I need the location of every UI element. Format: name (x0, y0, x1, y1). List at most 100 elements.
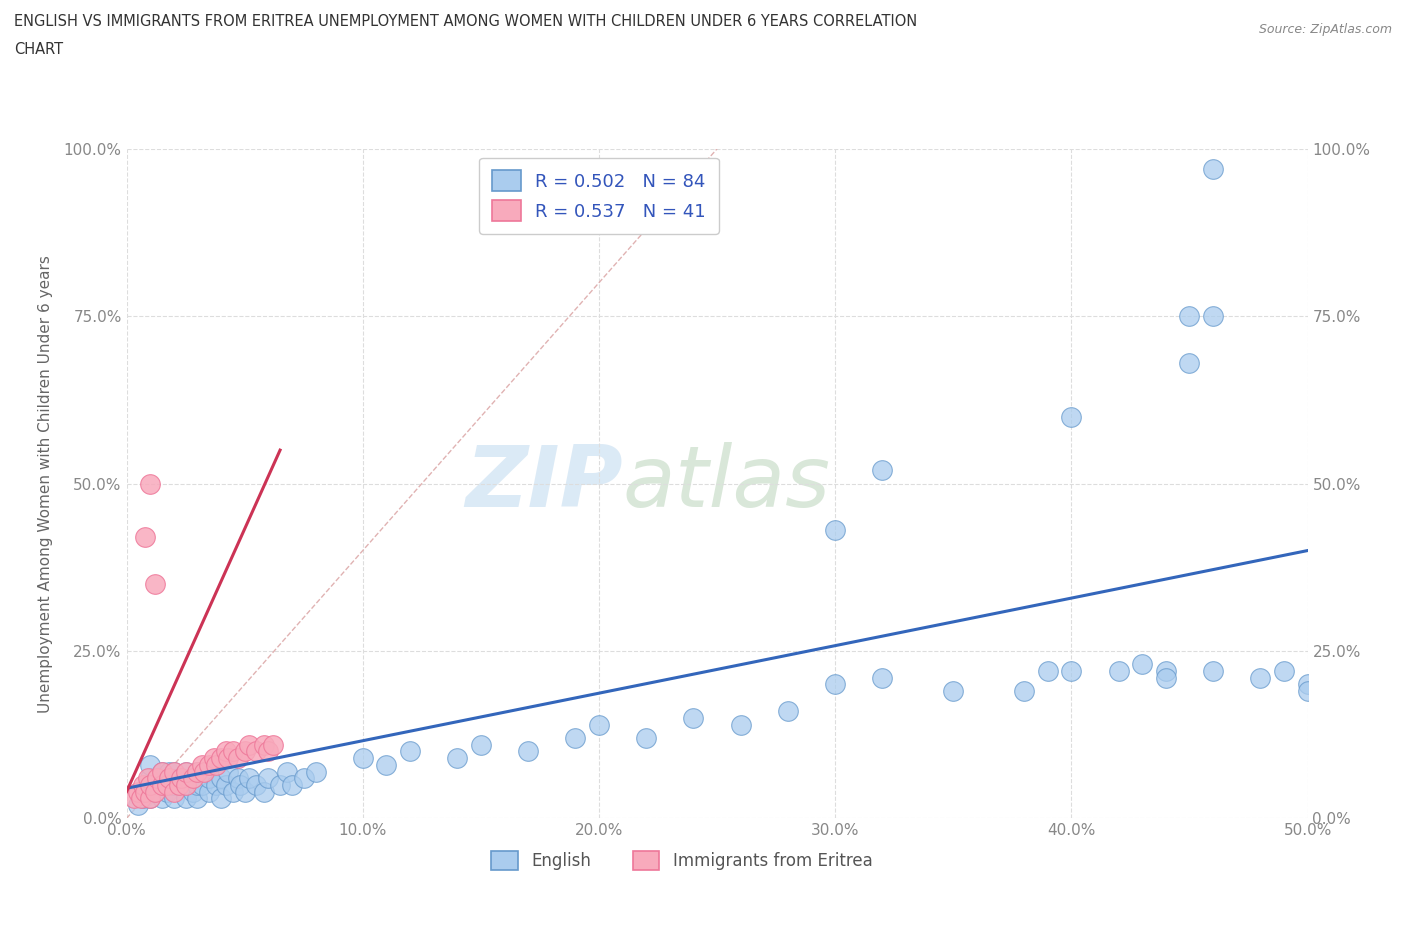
Point (399, 744, 422, 759)
Point (375, 757, 398, 772)
Point (872, 671, 894, 685)
Point (257, 771, 280, 786)
Point (186, 764, 208, 779)
Point (1178, 355, 1201, 370)
Point (226, 751, 249, 765)
Point (238, 737, 260, 752)
Point (186, 764, 208, 779)
Point (132, 790, 155, 805)
Point (1202, 664, 1225, 679)
Point (1296, 677, 1319, 692)
Point (1249, 671, 1271, 685)
Point (150, 790, 173, 805)
Point (198, 784, 221, 799)
Point (217, 751, 239, 765)
Point (1154, 671, 1177, 685)
Point (564, 731, 586, 746)
Point (156, 777, 179, 792)
Point (205, 757, 228, 772)
Point (163, 784, 186, 799)
Point (1272, 664, 1295, 679)
Point (262, 737, 284, 752)
Point (139, 790, 162, 805)
Point (163, 790, 186, 805)
Point (146, 777, 169, 792)
Text: ENGLISH VS IMMIGRANTS FROM ERITREA UNEMPLOYMENT AMONG WOMEN WITH CHILDREN UNDER : ENGLISH VS IMMIGRANTS FROM ERITREA UNEMP… (14, 14, 917, 29)
Point (139, 777, 162, 792)
Point (191, 757, 214, 772)
Point (1060, 664, 1083, 679)
Text: atlas: atlas (623, 442, 831, 525)
Point (170, 771, 193, 786)
Point (202, 751, 225, 765)
Point (157, 764, 180, 779)
Point (174, 764, 197, 779)
Point (824, 677, 846, 692)
Point (174, 777, 197, 792)
Point (1202, 162, 1225, 177)
Point (245, 777, 267, 792)
Point (181, 771, 204, 786)
Point (150, 777, 173, 792)
Point (143, 784, 166, 799)
Point (167, 777, 190, 792)
Point (269, 777, 291, 792)
Point (167, 777, 190, 792)
Point (156, 784, 179, 799)
Point (193, 764, 215, 779)
Point (1130, 657, 1153, 671)
Point (470, 737, 492, 752)
Point (257, 744, 280, 759)
Point (245, 744, 267, 759)
Point (163, 764, 186, 779)
Point (730, 717, 752, 732)
Point (304, 764, 326, 779)
Point (163, 764, 186, 779)
Point (252, 784, 274, 799)
Point (181, 784, 204, 799)
Point (198, 757, 221, 772)
Point (1012, 684, 1035, 698)
Point (167, 771, 190, 786)
Point (174, 790, 197, 805)
Point (252, 737, 274, 752)
Point (134, 784, 156, 799)
Point (136, 771, 159, 786)
Point (186, 790, 208, 805)
Point (233, 784, 256, 799)
Text: Source: ZipAtlas.com: Source: ZipAtlas.com (1258, 23, 1392, 36)
Point (217, 764, 239, 779)
Point (143, 577, 166, 591)
Point (276, 764, 298, 779)
Point (150, 771, 173, 786)
Point (139, 757, 162, 772)
Legend: English, Immigrants from Eritrea: English, Immigrants from Eritrea (484, 844, 879, 877)
Y-axis label: Unemployment Among Women with Children Under 6 years: Unemployment Among Women with Children U… (38, 255, 52, 712)
Point (1296, 684, 1319, 698)
Point (1060, 409, 1083, 424)
Point (238, 771, 260, 786)
Point (143, 784, 166, 799)
Text: ZIP: ZIP (465, 442, 623, 525)
Point (127, 784, 149, 799)
Point (157, 771, 180, 786)
Point (682, 711, 704, 725)
Point (215, 777, 238, 792)
Point (127, 798, 149, 813)
Point (209, 751, 232, 765)
Point (186, 777, 208, 792)
Point (150, 764, 173, 779)
Point (1036, 664, 1059, 679)
Point (229, 777, 252, 792)
Point (122, 790, 145, 805)
Point (872, 463, 894, 478)
Point (446, 751, 468, 765)
Point (233, 744, 256, 759)
Point (824, 523, 846, 538)
Point (132, 777, 155, 792)
Point (139, 771, 162, 786)
Point (292, 771, 315, 786)
Point (139, 777, 162, 792)
Point (222, 744, 245, 759)
Point (134, 530, 156, 545)
